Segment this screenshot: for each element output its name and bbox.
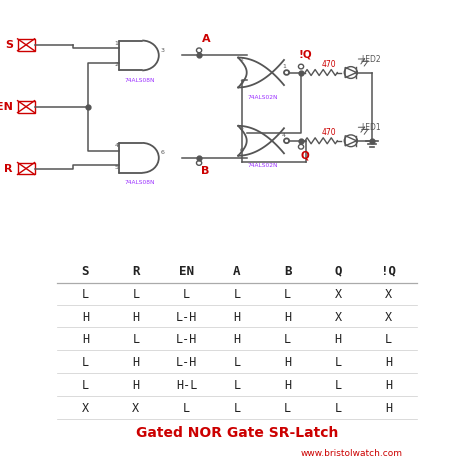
Text: L: L (183, 288, 190, 301)
Text: X: X (82, 402, 89, 415)
Text: B: B (284, 264, 292, 278)
Text: H: H (233, 333, 241, 346)
Text: L: L (335, 356, 342, 369)
Text: H: H (82, 310, 89, 324)
Text: LED1: LED1 (361, 123, 381, 132)
Text: L: L (335, 379, 342, 392)
Text: 5: 5 (239, 126, 243, 131)
Text: 1: 1 (282, 64, 286, 69)
Text: X: X (335, 288, 342, 301)
Text: R: R (132, 264, 140, 278)
Text: 5: 5 (115, 164, 118, 170)
Text: 6: 6 (160, 150, 164, 155)
Text: H: H (284, 310, 291, 324)
Text: X: X (132, 402, 139, 415)
Text: H: H (82, 333, 89, 346)
Text: 470: 470 (321, 60, 336, 69)
Text: 470: 470 (321, 128, 336, 137)
Text: 3: 3 (160, 48, 164, 53)
Text: S: S (82, 264, 89, 278)
Text: EN: EN (179, 264, 194, 278)
Text: !Q: !Q (299, 50, 312, 60)
Text: L: L (82, 288, 89, 301)
Text: L: L (284, 333, 291, 346)
Text: L: L (82, 356, 89, 369)
Text: 2: 2 (239, 57, 243, 63)
Text: 74ALS08N: 74ALS08N (125, 78, 155, 83)
Text: H-L: H-L (176, 379, 197, 392)
Text: H: H (132, 356, 139, 369)
Text: A: A (233, 264, 241, 278)
Text: www.bristolwatch.com: www.bristolwatch.com (301, 449, 403, 458)
Text: L: L (183, 402, 190, 415)
Text: H: H (233, 310, 241, 324)
Text: 6: 6 (239, 148, 243, 153)
Text: 2: 2 (115, 62, 118, 67)
Text: L: L (284, 402, 291, 415)
Text: H: H (132, 310, 139, 324)
Text: 74ALS08N: 74ALS08N (125, 180, 155, 185)
Text: X: X (385, 310, 392, 324)
Text: 4: 4 (115, 143, 118, 148)
Text: H: H (132, 379, 139, 392)
Text: 74ALS02N: 74ALS02N (248, 95, 278, 100)
Text: L: L (233, 356, 241, 369)
Text: R: R (4, 164, 13, 173)
Text: 74ALS02N: 74ALS02N (248, 163, 278, 168)
Text: H: H (385, 379, 392, 392)
Text: L-H: L-H (176, 333, 197, 346)
Text: L: L (233, 402, 241, 415)
Text: L: L (82, 379, 89, 392)
Text: H: H (284, 379, 291, 392)
Text: L: L (335, 402, 342, 415)
Text: EN: EN (0, 101, 13, 112)
Text: L: L (132, 288, 139, 301)
Text: H: H (385, 402, 392, 415)
Text: Q: Q (334, 264, 342, 278)
Text: B: B (201, 166, 210, 176)
Text: A: A (201, 34, 210, 44)
Text: H: H (335, 333, 342, 346)
Text: L: L (284, 288, 291, 301)
Text: X: X (335, 310, 342, 324)
Text: L: L (233, 379, 241, 392)
Text: !Q: !Q (381, 264, 396, 278)
Text: L-H: L-H (176, 310, 197, 324)
Text: H: H (284, 356, 291, 369)
Text: Q: Q (300, 151, 309, 161)
Text: 1: 1 (115, 41, 118, 46)
Text: L: L (132, 333, 139, 346)
Text: 4: 4 (282, 133, 286, 137)
Text: H: H (385, 356, 392, 369)
Text: 3: 3 (239, 80, 243, 85)
Text: X: X (385, 288, 392, 301)
Text: S: S (5, 40, 13, 50)
Text: L: L (233, 288, 241, 301)
Text: L-H: L-H (176, 356, 197, 369)
Text: Gated NOR Gate SR-Latch: Gated NOR Gate SR-Latch (136, 426, 338, 439)
Text: LED2: LED2 (361, 55, 381, 64)
Text: L: L (385, 333, 392, 346)
